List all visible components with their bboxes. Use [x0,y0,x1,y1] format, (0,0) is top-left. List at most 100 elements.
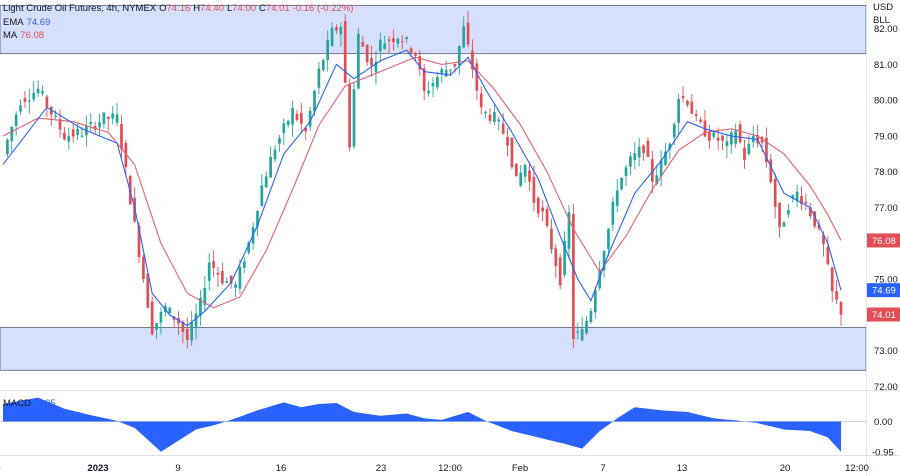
candle-body [89,122,93,125]
candle [642,144,645,161]
candle-body [155,323,158,330]
candle [729,130,733,154]
candle-body [36,88,40,94]
candle-body [598,269,602,289]
candle [256,210,259,236]
ma-line [2,56,842,309]
candle-body [291,108,294,125]
resistance-zone [0,4,867,55]
candle [466,11,470,48]
candle-body [199,297,202,316]
candle [321,58,325,72]
candle [392,29,395,51]
candle-body [716,137,720,141]
candle-body [791,195,795,199]
candle-body [813,211,817,227]
candle-body [436,76,439,88]
candle-body [686,100,689,105]
candle-body [111,113,115,119]
time-axis[interactable]: 8 2023 9 16 23 12:00 Feb 7 13 20 12:00 [0,463,869,474]
candle-body [576,331,580,333]
candle [554,244,558,278]
candle [550,218,553,254]
candle [716,127,720,151]
candle-body [396,38,400,44]
macd-legend[interactable]: MACD -0.95 [3,398,59,409]
candle-body [580,329,584,341]
candle [471,39,474,79]
candle-body [778,202,781,228]
candle [813,211,817,229]
candle-body [484,111,487,113]
candle [593,286,597,319]
candle-body [317,68,321,88]
candle-body [357,33,360,89]
time-tick-label: 20 [780,463,791,474]
candle [260,174,264,207]
candle-body [216,272,220,275]
candle-body [501,123,505,134]
candle-body [488,114,492,121]
change-value: -0.16 (-0.22%) [292,3,354,14]
candle-body [444,69,448,77]
candle [580,316,584,342]
candle [216,266,220,288]
candle [207,253,211,291]
candle-body [343,21,347,83]
candle [111,106,115,125]
candle [330,22,334,48]
candle [519,165,523,188]
symbol-legend[interactable]: Light Crude Oil Futures, 4h, NYMEX O74.16… [3,3,356,14]
candle-body [32,92,36,100]
candle-body [449,69,452,71]
candle [532,165,536,212]
candle [646,137,650,158]
candle-body [471,50,474,70]
candle-body [335,27,338,31]
candle [699,116,702,124]
candle [32,80,36,102]
candle-body [181,321,185,332]
candle [786,204,790,219]
candle-body [743,147,746,160]
candle [238,259,242,294]
candle-body [760,136,764,143]
candle [400,35,404,50]
candle [98,113,101,137]
time-tick-label: 16 [276,463,287,474]
candle [361,36,365,47]
candle [27,88,31,114]
candle-body [392,38,395,43]
high-value: 74.40 [200,3,224,14]
candle [10,125,14,153]
price-tick-label: 79.00 [874,131,898,142]
candle-body [563,240,566,275]
candle [615,179,619,213]
candle [414,51,417,61]
candle-body [550,228,553,250]
ma-legend[interactable]: MA 76.08 [3,30,47,41]
candle [212,250,215,277]
ema-legend[interactable]: EMA 74.69 [3,17,53,28]
candle-body [352,89,356,147]
ema-line [2,49,842,327]
price-axis[interactable]: 82.0081.0080.0079.0078.0077.0076.0075.00… [874,24,898,393]
candle-body [269,156,272,178]
price-tick-label: 72.00 [874,382,898,393]
time-tick-label: 13 [677,463,688,474]
candle-body [734,130,738,144]
candle [567,205,571,260]
candle-body [304,128,308,132]
candle-body [519,172,523,186]
candle-body [286,120,290,126]
candle [629,151,632,175]
candle [734,123,738,148]
macd-area [3,397,841,452]
candle [317,61,321,95]
candle-body [321,59,325,71]
ema-price-tag [867,283,900,298]
candle [370,46,373,77]
candle [348,78,351,152]
